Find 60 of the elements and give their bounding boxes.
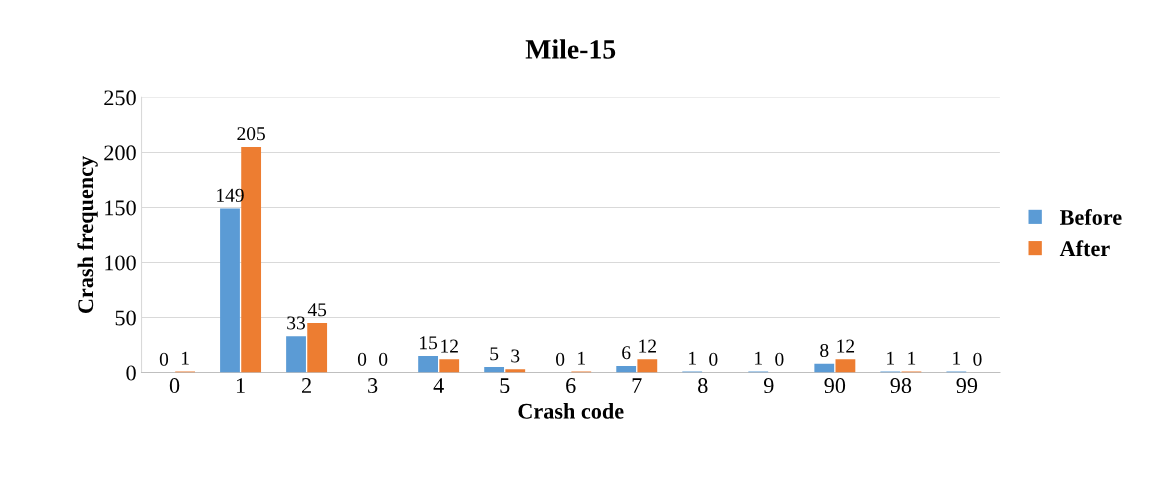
bar <box>286 336 306 373</box>
bar <box>505 369 526 373</box>
data-label: 0 <box>973 352 982 366</box>
x-tick-label: 3 <box>368 378 378 394</box>
x-tick-label: 98 <box>890 378 912 394</box>
x-tick-label: 9 <box>763 378 774 394</box>
data-label: 205 <box>237 127 265 141</box>
data-label: 0 <box>709 352 718 366</box>
legend-label: Before <box>1059 209 1122 225</box>
bar <box>439 359 460 373</box>
data-label: 1 <box>953 351 961 365</box>
y-tick-label: 100 <box>105 255 136 271</box>
data-label: 1 <box>689 351 696 365</box>
bar <box>484 367 505 373</box>
x-tick-label: 7 <box>632 378 642 393</box>
y-axis-title: Crash frequency <box>77 156 98 314</box>
data-label: 6 <box>622 346 631 360</box>
y-tick-label: 250 <box>104 90 136 106</box>
data-label: 8 <box>820 343 829 358</box>
data-label: 0 <box>159 352 169 366</box>
y-tick-label: 0 <box>126 365 136 381</box>
data-label: 33 <box>287 316 305 330</box>
data-label: 15 <box>420 336 438 350</box>
x-axis-title: Crash code <box>518 403 624 419</box>
bar <box>220 208 240 373</box>
x-tick-label: 0 <box>169 378 180 394</box>
data-label: 12 <box>639 339 656 353</box>
data-label: 12 <box>441 339 458 353</box>
legend-label: After <box>1059 240 1110 257</box>
data-label: 1 <box>908 351 916 365</box>
data-label: 3 <box>511 349 520 363</box>
data-label: 45 <box>307 303 327 317</box>
y-tick-label: 200 <box>104 145 136 161</box>
data-label: 0 <box>556 352 565 366</box>
bar <box>637 359 658 373</box>
bar <box>307 323 328 373</box>
bar <box>418 356 438 373</box>
data-label: 1 <box>887 351 894 365</box>
y-tick-label: 50 <box>115 310 136 326</box>
bar <box>616 365 637 373</box>
bar <box>814 363 835 373</box>
x-tick-label: 5 <box>500 378 510 394</box>
data-label: 0 <box>775 352 784 366</box>
x-tick-label: 8 <box>698 378 708 394</box>
bar <box>835 359 856 373</box>
y-tick-label: 150 <box>105 200 136 216</box>
data-label: 1 <box>578 351 585 365</box>
data-label: 0 <box>379 352 388 366</box>
x-tick-label: 2 <box>302 378 311 393</box>
x-tick-label: 1 <box>236 378 245 393</box>
x-tick-label: 4 <box>433 378 444 393</box>
data-label: 1 <box>755 351 762 365</box>
data-label: 0 <box>357 352 367 366</box>
x-tick-label: 90 <box>824 378 846 394</box>
chart-title: Mile-15 <box>525 39 616 59</box>
data-label: 5 <box>490 347 499 361</box>
x-tick-label: 6 <box>566 378 576 394</box>
x-tick-label: 99 <box>956 378 978 394</box>
data-label: 1 <box>181 351 189 365</box>
data-label: 12 <box>837 339 855 353</box>
